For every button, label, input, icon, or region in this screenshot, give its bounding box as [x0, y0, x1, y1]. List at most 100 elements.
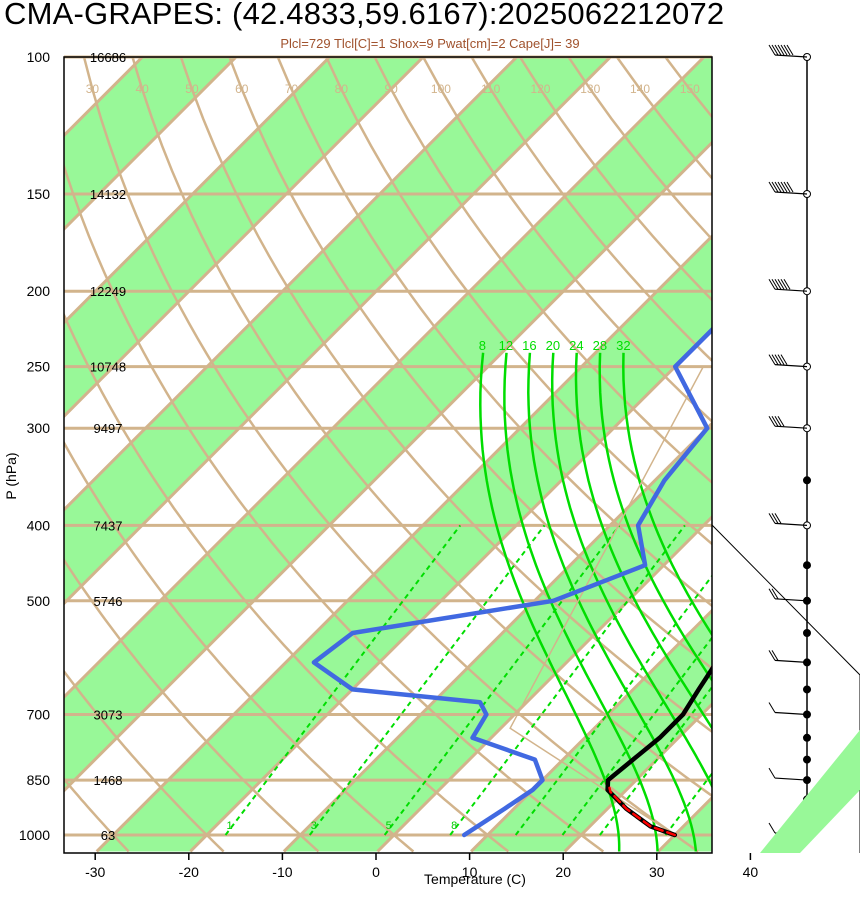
moist-adiabat-label: 28	[593, 338, 607, 353]
height-label: 10748	[90, 360, 126, 375]
wind-barb-flag	[780, 44, 788, 56]
pressure-tick-label: 1000	[19, 827, 50, 843]
wind-barb-flag	[771, 415, 779, 427]
moist-adiabat-label: 8	[479, 338, 486, 353]
mixing-ratio-label: 3	[311, 820, 317, 832]
height-label: 5746	[94, 594, 123, 609]
wind-barb-flag	[774, 44, 782, 56]
pressure-tick-label: 700	[27, 706, 51, 722]
isotherm	[64, 57, 426, 419]
x-tick-label: -30	[85, 864, 105, 880]
pressure-tick-label: 150	[27, 186, 51, 202]
x-tick-label: -10	[272, 864, 292, 880]
mixing-ratio-label: 8	[451, 820, 457, 832]
wind-level-dot	[803, 561, 811, 570]
dry-adiabat-label: 150	[680, 82, 700, 96]
axes: Temperature (C) P (hPa) 1001502002503004…	[3, 49, 758, 887]
plot-frame	[63, 56, 713, 854]
dry-adiabat-label: 110	[481, 82, 500, 96]
wind-level-dot	[803, 629, 811, 638]
wind-barb-flag	[768, 822, 776, 834]
wind-barb-flag	[774, 513, 782, 524]
moist-adiabat-label: 32	[616, 338, 630, 353]
dry-adiabat	[64, 440, 415, 853]
dry-adiabat-label: 100	[431, 82, 451, 96]
wind-level-dot	[803, 476, 811, 485]
temperature-band	[64, 57, 712, 791]
wind-barb-flag	[771, 650, 779, 661]
isotherm	[846, 21, 860, 851]
parcel-profile	[608, 786, 677, 837]
isotherm	[64, 57, 239, 232]
mixing-ratio-line	[514, 574, 712, 836]
wind-barb-flag	[774, 278, 782, 290]
wind-barb-flag	[777, 354, 785, 365]
pressure-tick-label: 300	[27, 420, 51, 436]
x-tick-label: 0	[372, 864, 380, 880]
chart-title: CMA-GRAPES: (42.4833,59.6167):2025062212…	[4, 0, 725, 31]
dry-adiabat	[64, 669, 225, 853]
diagram-labels: 1668614132122491074894977437574630731468…	[86, 50, 700, 843]
dry-adiabat-label: 120	[530, 82, 550, 96]
wind-barb-flag	[777, 278, 785, 290]
height-label: 9497	[94, 421, 123, 436]
height-label: 1468	[94, 773, 123, 788]
pressure-tick-label: 250	[27, 359, 51, 375]
wind-barb-staff	[774, 522, 808, 527]
wind-barb-flag	[771, 181, 779, 193]
sounding-profiles	[311, 326, 712, 838]
moist-adiabat	[503, 352, 659, 852]
x-tick-label: 30	[649, 864, 665, 880]
isotherm	[64, 57, 707, 700]
pressure-tick-label: 500	[27, 593, 51, 609]
dry-adiabat-label: 70	[285, 82, 299, 96]
wind-level-dot	[803, 755, 811, 764]
dewpoint-profile	[311, 326, 712, 838]
dry-adiabat-label: 50	[185, 82, 199, 96]
height-label: 14132	[90, 187, 126, 202]
mixing-ratio-label: 1	[226, 820, 232, 832]
wind-barb-flag	[774, 181, 782, 193]
mixing-ratio-line	[308, 524, 546, 836]
pressure-tick-label: 400	[27, 517, 51, 533]
wind-barb-flag	[777, 181, 785, 193]
x-axis-label: Temperature (C)	[424, 871, 526, 887]
wind-barb-flag	[771, 44, 779, 56]
dry-adiabat-label: 90	[384, 82, 398, 96]
temperature-band	[846, 21, 860, 851]
wind-barb-staff	[774, 54, 808, 58]
wind-barb-flag	[783, 181, 791, 193]
wind-barb-staff	[774, 711, 808, 716]
moist-adiabats	[479, 352, 712, 852]
moist-adiabat-label: 12	[499, 338, 513, 353]
dry-adiabat	[0, 21, 34, 851]
dry-adiabat-label: 40	[136, 82, 150, 96]
mixing-ratio-line	[383, 524, 621, 836]
wind-barb-flag	[768, 354, 776, 365]
wind-barb-flag	[768, 702, 776, 713]
dry-adiabat-label: 30	[86, 82, 100, 96]
x-tick-label: 40	[743, 864, 759, 880]
wind-barb-flag	[780, 278, 788, 290]
wind-barb-flag	[768, 513, 776, 524]
wind-barb-staff	[774, 191, 808, 195]
moist-adiabat	[479, 352, 621, 852]
wind-barb-staff	[774, 659, 808, 664]
pressure-tick-label: 200	[27, 283, 51, 299]
dry-adiabat	[687, 21, 860, 851]
wind-barb-flag	[771, 354, 779, 365]
isotherm	[752, 21, 860, 851]
wind-barb-flag	[777, 44, 785, 56]
dry-adiabat-label: 140	[630, 82, 650, 96]
mixing-ratio-line	[599, 685, 712, 836]
wind-barb-flag	[771, 513, 779, 524]
wind-barb-flag	[780, 181, 788, 193]
mixing-ratio-line	[561, 636, 712, 836]
wind-barb-staff	[774, 425, 808, 429]
wind-barb-staff	[774, 777, 808, 781]
isotherm	[64, 57, 613, 606]
y-axis-label: P (hPa)	[3, 452, 19, 499]
wind-barb-flag	[768, 278, 776, 290]
moist-adiabat	[598, 352, 712, 683]
